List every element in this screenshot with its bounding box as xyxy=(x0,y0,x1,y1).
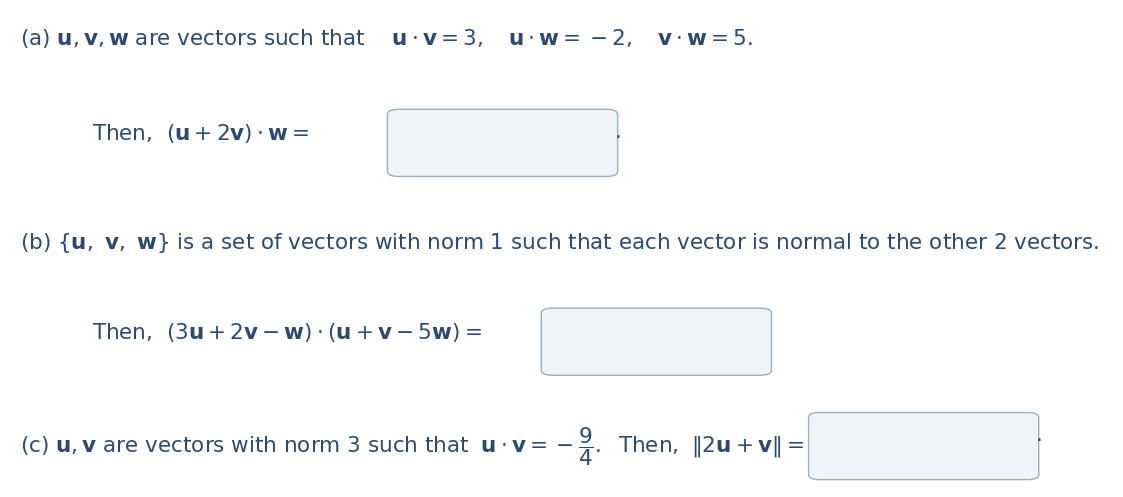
Text: (a) $\mathbf{u}, \mathbf{v}, \mathbf{w}$ are vectors such that $\quad\mathbf{u} : (a) $\mathbf{u}, \mathbf{v}, \mathbf{w}$… xyxy=(20,27,752,50)
Text: .: . xyxy=(1035,425,1042,445)
Text: Then,  $(\mathbf{u} + 2\mathbf{v}) \cdot \mathbf{w} =$: Then, $(\mathbf{u} + 2\mathbf{v}) \cdot … xyxy=(92,122,309,145)
Text: (b) $\{\mathbf{u},\ \mathbf{v},\ \mathbf{w}\}$ is a set of vectors with norm 1 s: (b) $\{\mathbf{u},\ \mathbf{v},\ \mathbf… xyxy=(20,231,1099,255)
Text: (c) $\mathbf{u}, \mathbf{v}$ are vectors with norm 3 such that $\; \mathbf{u} \c: (c) $\mathbf{u}, \mathbf{v}$ are vectors… xyxy=(20,425,804,468)
FancyBboxPatch shape xyxy=(809,413,1039,480)
Text: .: . xyxy=(614,122,621,142)
FancyBboxPatch shape xyxy=(541,308,772,375)
FancyBboxPatch shape xyxy=(387,109,618,176)
Text: Then,  $(3\mathbf{u} + 2\mathbf{v} - \mathbf{w}) \cdot (\mathbf{u} + \mathbf{v} : Then, $(3\mathbf{u} + 2\mathbf{v} - \mat… xyxy=(92,321,482,343)
